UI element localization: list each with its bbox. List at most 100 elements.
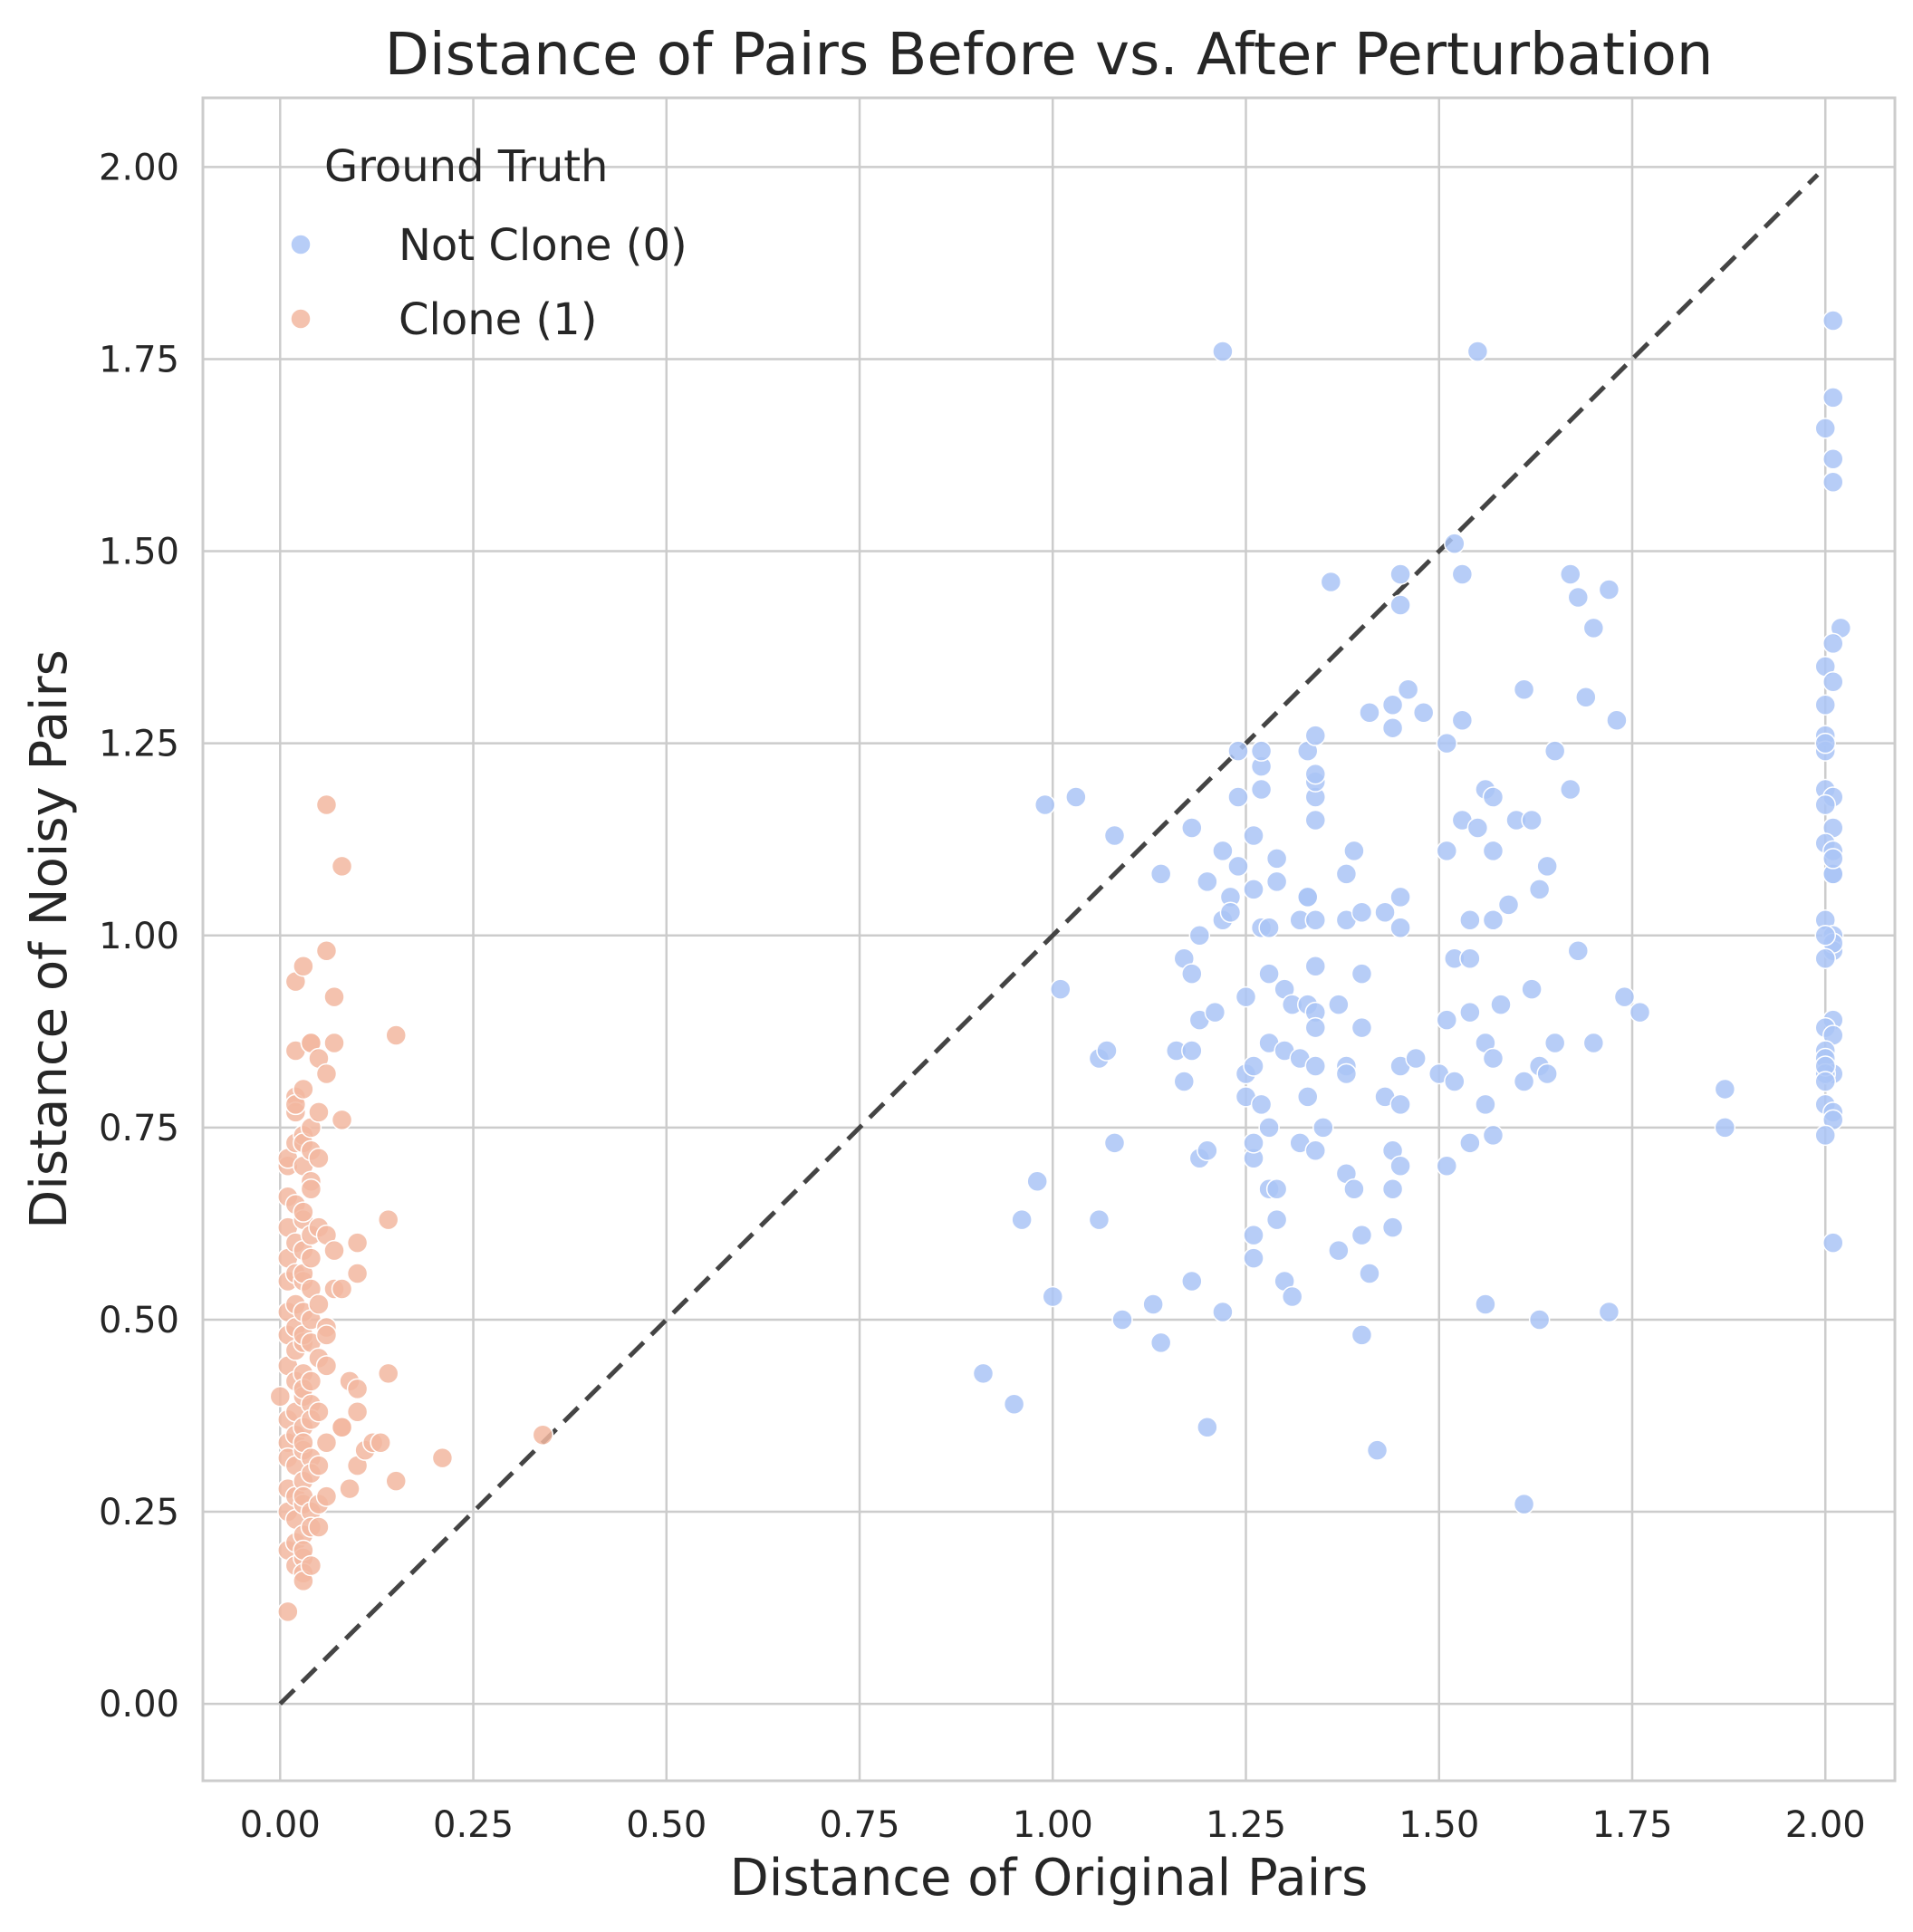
point-not-clone xyxy=(1543,740,1566,762)
point-not-clone xyxy=(1814,1071,1836,1092)
y-tick-label: 0.25 xyxy=(99,1492,179,1533)
point-clone xyxy=(346,1263,369,1284)
point-clone xyxy=(346,1378,369,1400)
point-not-clone xyxy=(1582,617,1605,639)
point-not-clone xyxy=(1459,1001,1481,1024)
point-clone xyxy=(323,985,345,1008)
point-not-clone xyxy=(1304,1139,1327,1162)
point-not-clone xyxy=(1351,1016,1373,1039)
point-not-clone xyxy=(1366,1439,1389,1461)
point-clone xyxy=(532,1424,554,1446)
point-not-clone xyxy=(1389,563,1411,585)
point-not-clone xyxy=(1304,955,1327,977)
point-not-clone xyxy=(1296,886,1319,908)
point-not-clone xyxy=(1359,701,1380,724)
y-tick-label: 0.00 xyxy=(99,1684,179,1725)
x-axis-label: Distance of Original Pairs xyxy=(730,1849,1369,1908)
x-tick-label: 1.50 xyxy=(1399,1804,1479,1846)
legend-label-not-clone: Not Clone (0) xyxy=(399,220,687,271)
point-clone xyxy=(308,1401,330,1423)
point-not-clone xyxy=(1389,1093,1411,1116)
point-clone xyxy=(308,1101,330,1123)
point-not-clone xyxy=(1181,1040,1203,1062)
legend: Ground Truth Not Clone (0) Clone (1) xyxy=(290,141,687,345)
point-not-clone xyxy=(1296,1086,1319,1108)
point-not-clone xyxy=(1204,1001,1226,1024)
point-not-clone xyxy=(1412,701,1435,724)
point-not-clone xyxy=(1235,985,1257,1008)
point-not-clone xyxy=(1536,1062,1558,1085)
point-not-clone xyxy=(1466,817,1489,839)
point-not-clone xyxy=(1258,917,1280,939)
point-not-clone xyxy=(1042,1285,1064,1308)
point-clone xyxy=(315,1485,338,1507)
point-not-clone xyxy=(1219,901,1242,924)
point-not-clone xyxy=(1598,1301,1620,1323)
point-clone xyxy=(300,1177,322,1200)
point-not-clone xyxy=(1243,1247,1264,1269)
point-not-clone xyxy=(1567,939,1590,962)
point-not-clone xyxy=(1103,1132,1126,1154)
diagonal-reference-line xyxy=(278,173,1820,1706)
legend-marker-not-clone xyxy=(290,234,312,255)
x-tick-label: 1.75 xyxy=(1591,1804,1672,1846)
point-not-clone xyxy=(1475,1293,1496,1315)
x-tick-label: 0.25 xyxy=(433,1804,514,1846)
point-not-clone xyxy=(1265,1208,1288,1231)
point-not-clone xyxy=(1613,985,1636,1008)
point-not-clone xyxy=(1351,1324,1373,1346)
point-not-clone xyxy=(1814,418,1836,439)
point-not-clone xyxy=(1814,925,1836,947)
point-not-clone xyxy=(1451,563,1474,585)
point-not-clone xyxy=(1814,793,1836,816)
point-not-clone xyxy=(1359,1263,1380,1284)
point-not-clone xyxy=(1250,740,1273,762)
point-not-clone xyxy=(1243,1132,1264,1154)
point-not-clone xyxy=(1312,1117,1334,1139)
legend-marker-clone xyxy=(290,308,312,330)
point-not-clone xyxy=(1011,1208,1033,1231)
point-not-clone xyxy=(1304,909,1327,931)
y-axis-label: Distance of Noisy Pairs xyxy=(20,649,79,1229)
point-clone xyxy=(269,1386,292,1408)
point-not-clone xyxy=(1629,1001,1651,1024)
point-not-clone xyxy=(1822,310,1844,332)
point-not-clone xyxy=(1250,778,1273,801)
point-not-clone xyxy=(1389,1155,1411,1177)
point-not-clone xyxy=(1436,1009,1458,1031)
point-not-clone xyxy=(1111,1309,1133,1331)
point-not-clone xyxy=(1497,894,1520,916)
point-not-clone xyxy=(1814,1124,1836,1147)
point-not-clone xyxy=(1351,1224,1373,1246)
point-not-clone xyxy=(1328,1239,1350,1262)
point-clone xyxy=(339,1477,360,1500)
point-not-clone xyxy=(1227,740,1249,762)
point-not-clone xyxy=(1335,1062,1358,1085)
point-not-clone xyxy=(1567,586,1590,609)
point-not-clone xyxy=(1459,1132,1481,1154)
point-not-clone xyxy=(1543,1032,1566,1054)
point-not-clone xyxy=(1103,824,1126,847)
point-not-clone xyxy=(1343,1177,1365,1200)
point-not-clone xyxy=(1521,978,1543,1000)
point-not-clone xyxy=(1405,1047,1427,1070)
point-clone xyxy=(331,855,353,878)
point-clone xyxy=(293,1201,314,1223)
point-not-clone xyxy=(1575,687,1597,708)
point-not-clone xyxy=(1243,1224,1264,1246)
point-not-clone xyxy=(1598,579,1620,601)
point-not-clone xyxy=(1096,1040,1118,1062)
point-not-clone xyxy=(1050,978,1072,1000)
x-tick-label: 0.50 xyxy=(626,1804,707,1846)
point-not-clone xyxy=(1714,1117,1736,1139)
point-not-clone xyxy=(1243,1055,1264,1077)
point-not-clone xyxy=(1482,1047,1504,1070)
point-not-clone xyxy=(1381,1216,1404,1238)
point-not-clone xyxy=(1033,793,1056,816)
point-clone xyxy=(323,1239,345,1262)
point-not-clone xyxy=(1389,917,1411,939)
point-not-clone xyxy=(1149,1331,1172,1354)
point-not-clone xyxy=(1582,1032,1605,1054)
point-not-clone xyxy=(1281,1285,1303,1308)
point-clone xyxy=(377,1362,399,1385)
